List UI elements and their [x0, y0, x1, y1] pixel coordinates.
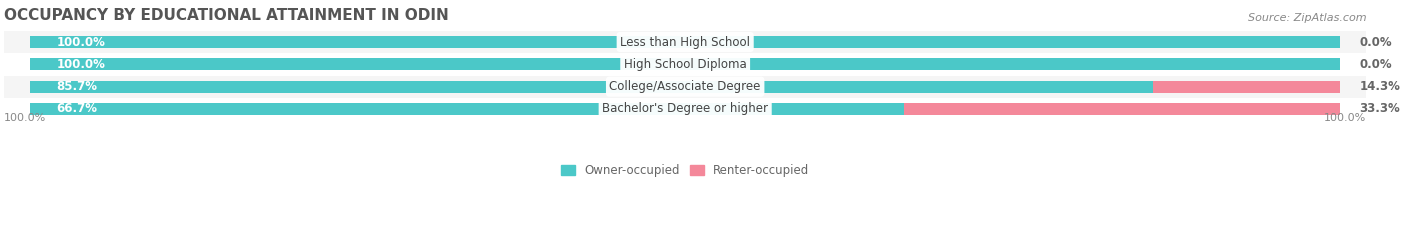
Bar — [31, 81, 1340, 93]
Text: 100.0%: 100.0% — [56, 58, 105, 71]
Text: 100.0%: 100.0% — [1324, 113, 1367, 123]
Text: 100.0%: 100.0% — [56, 35, 105, 48]
Text: High School Diploma: High School Diploma — [624, 58, 747, 71]
Bar — [904, 103, 1340, 115]
Bar — [31, 36, 1340, 48]
FancyBboxPatch shape — [4, 31, 1367, 53]
Bar — [31, 103, 904, 115]
Text: Bachelor's Degree or higher: Bachelor's Degree or higher — [602, 103, 768, 116]
Text: Less than High School: Less than High School — [620, 35, 751, 48]
Bar — [31, 58, 1340, 71]
Text: College/Associate Degree: College/Associate Degree — [609, 80, 761, 93]
Text: 0.0%: 0.0% — [1360, 58, 1392, 71]
Text: 0.0%: 0.0% — [1360, 35, 1392, 48]
Bar — [31, 103, 1340, 115]
Bar — [31, 36, 1340, 48]
Legend: Owner-occupied, Renter-occupied: Owner-occupied, Renter-occupied — [561, 164, 810, 177]
Text: 100.0%: 100.0% — [4, 113, 46, 123]
Text: 85.7%: 85.7% — [56, 80, 97, 93]
Text: 33.3%: 33.3% — [1360, 103, 1400, 116]
FancyBboxPatch shape — [4, 75, 1367, 98]
Text: Source: ZipAtlas.com: Source: ZipAtlas.com — [1247, 13, 1367, 23]
Text: 14.3%: 14.3% — [1360, 80, 1400, 93]
Bar — [31, 81, 1153, 93]
Text: OCCUPANCY BY EDUCATIONAL ATTAINMENT IN ODIN: OCCUPANCY BY EDUCATIONAL ATTAINMENT IN O… — [4, 8, 449, 23]
Bar — [1153, 81, 1340, 93]
Text: 66.7%: 66.7% — [56, 103, 97, 116]
FancyBboxPatch shape — [4, 98, 1367, 120]
Bar — [31, 58, 1340, 71]
FancyBboxPatch shape — [4, 53, 1367, 75]
